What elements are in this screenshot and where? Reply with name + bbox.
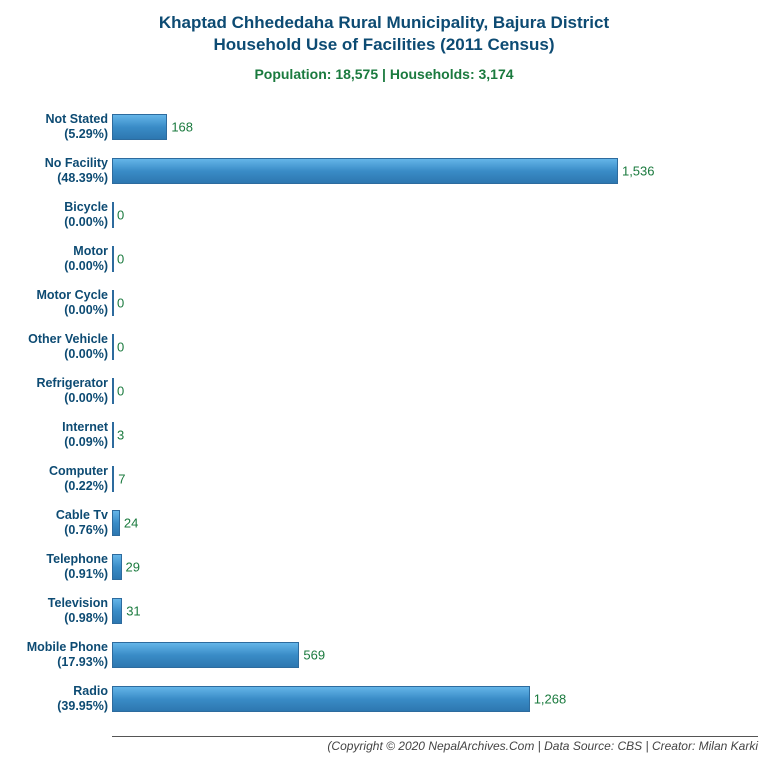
value-label: 29 — [126, 560, 140, 575]
bar — [112, 290, 114, 316]
bar-row: Motor Cycle(0.00%) 0 — [0, 281, 768, 325]
value-label: 31 — [126, 604, 140, 619]
chart-title-line2: Household Use of Facilities (2011 Census… — [0, 34, 768, 56]
category-label: Refrigerator(0.00%) — [0, 376, 108, 406]
bar — [112, 686, 530, 712]
category-label: Cable Tv(0.76%) — [0, 508, 108, 538]
value-label: 3 — [117, 428, 124, 443]
category-label: Motor Cycle(0.00%) — [0, 288, 108, 318]
chart-plot-area: Not Stated(5.29%) 168 No Facility(48.39%) 1… — [0, 105, 768, 735]
bar — [112, 554, 122, 580]
bar-row: Cable Tv(0.76%) 24 — [0, 501, 768, 545]
value-label: 0 — [117, 340, 124, 355]
bar-row: Radio(39.95%) 1,268 — [0, 677, 768, 721]
value-label: 168 — [171, 120, 193, 135]
value-label: 0 — [117, 208, 124, 223]
bar-row: Refrigerator(0.00%) 0 — [0, 369, 768, 413]
value-label: 7 — [118, 472, 125, 487]
value-label: 1,536 — [622, 164, 655, 179]
value-label: 569 — [303, 648, 325, 663]
bar — [112, 422, 114, 448]
bar — [112, 598, 122, 624]
category-label: No Facility(48.39%) — [0, 156, 108, 186]
category-label: Computer(0.22%) — [0, 464, 108, 494]
bar — [112, 158, 618, 184]
bar-row: Other Vehicle(0.00%) 0 — [0, 325, 768, 369]
bar-row: Bicycle(0.00%) 0 — [0, 193, 768, 237]
bar-row: Television(0.98%) 31 — [0, 589, 768, 633]
chart-subtitle: Population: 18,575 | Households: 3,174 — [0, 66, 768, 82]
bar — [112, 246, 114, 272]
category-label: Telephone(0.91%) — [0, 552, 108, 582]
bar — [112, 334, 114, 360]
bar-row: Computer(0.22%) 7 — [0, 457, 768, 501]
value-label: 0 — [117, 384, 124, 399]
bar — [112, 378, 114, 404]
bar-row: Not Stated(5.29%) 168 — [0, 105, 768, 149]
chart-footer: (Copyright © 2020 NepalArchives.Com | Da… — [112, 736, 758, 753]
category-label: Television(0.98%) — [0, 596, 108, 626]
category-label: Not Stated(5.29%) — [0, 112, 108, 142]
value-label: 0 — [117, 296, 124, 311]
value-label: 24 — [124, 516, 138, 531]
category-label: Mobile Phone(17.93%) — [0, 640, 108, 670]
bar — [112, 466, 114, 492]
bar-row: Mobile Phone(17.93%) 569 — [0, 633, 768, 677]
value-label: 1,268 — [534, 692, 567, 707]
bar — [112, 114, 167, 140]
category-label: Radio(39.95%) — [0, 684, 108, 714]
bar-row: Internet(0.09%) 3 — [0, 413, 768, 457]
bar — [112, 642, 299, 668]
category-label: Bicycle(0.00%) — [0, 200, 108, 230]
chart-title-line1: Khaptad Chhededaha Rural Municipality, B… — [0, 12, 768, 34]
bar-row: No Facility(48.39%) 1,536 — [0, 149, 768, 193]
bar — [112, 510, 120, 536]
bar-row: Motor(0.00%) 0 — [0, 237, 768, 281]
bar — [112, 202, 114, 228]
category-label: Motor(0.00%) — [0, 244, 108, 274]
chart-title-block: Khaptad Chhededaha Rural Municipality, B… — [0, 0, 768, 82]
category-label: Other Vehicle(0.00%) — [0, 332, 108, 362]
category-label: Internet(0.09%) — [0, 420, 108, 450]
value-label: 0 — [117, 252, 124, 267]
bar-row: Telephone(0.91%) 29 — [0, 545, 768, 589]
